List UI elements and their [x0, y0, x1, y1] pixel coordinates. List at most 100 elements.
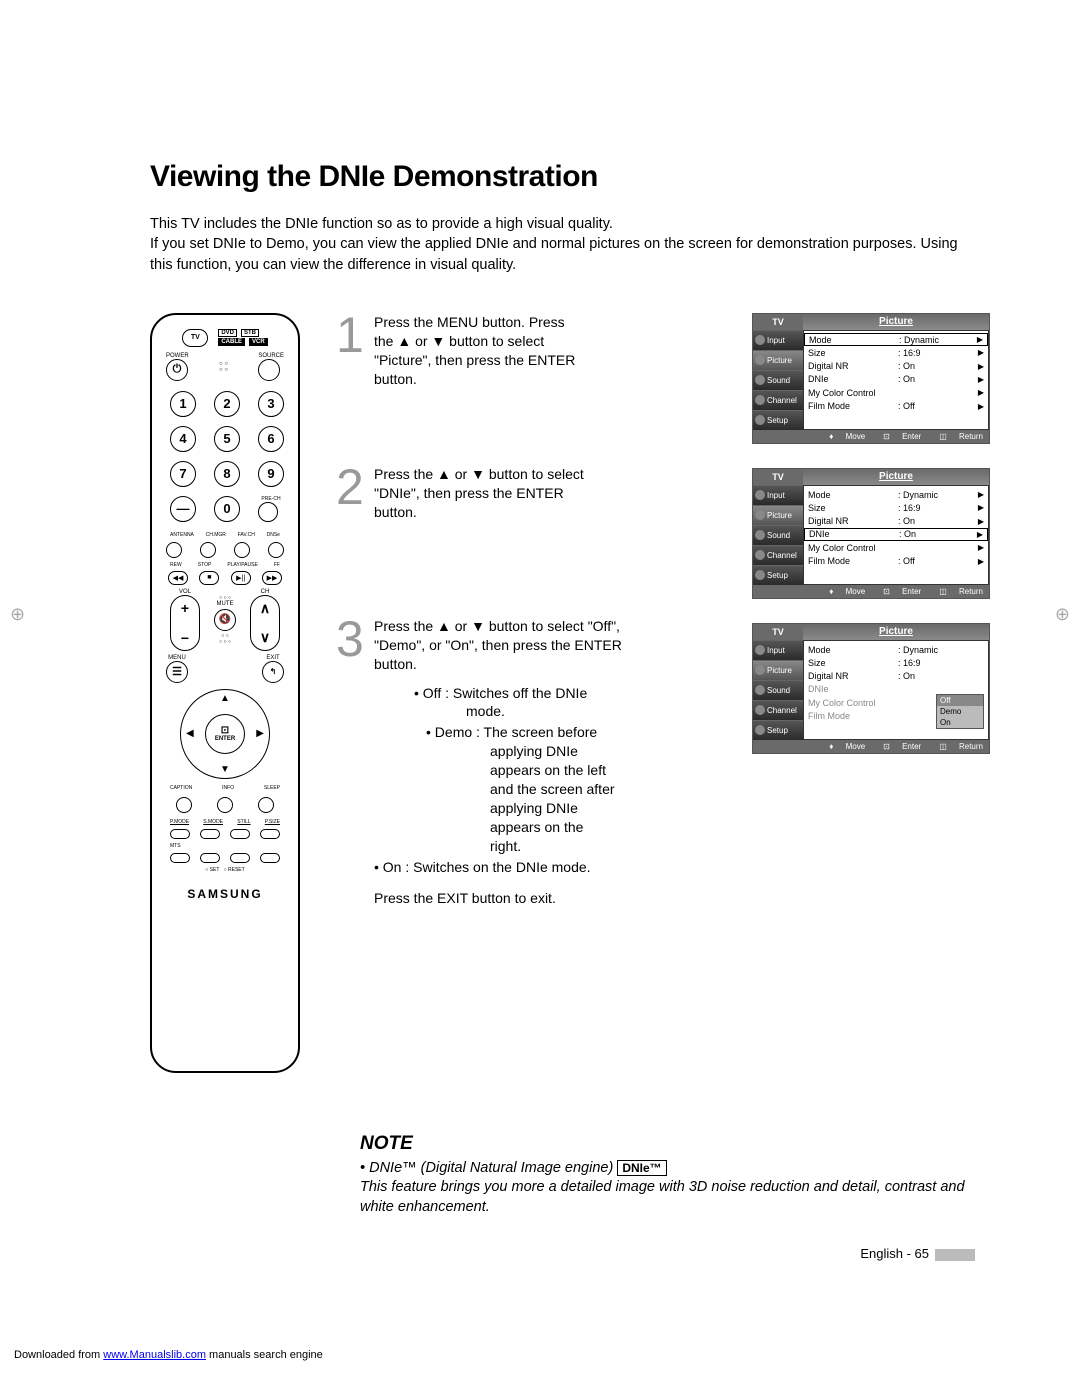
osd3-dnie-k: DNIe: [808, 684, 898, 694]
lbl-pp: PLAY/PAUSE: [227, 562, 257, 568]
osd1-dnie-v: : On: [898, 374, 978, 384]
play-btn: ▶||: [231, 571, 251, 585]
osd-step2: TVPicture Input Picture Sound Channel Se…: [752, 468, 990, 599]
osd1-size-v: : 16:9: [898, 348, 978, 358]
c4-btn: [260, 853, 280, 863]
osd3-nr-v: : On: [898, 671, 984, 681]
lbl-psize: P.SIZE: [265, 819, 280, 825]
num-4: 4: [170, 426, 196, 452]
osd2-size-v: : 16:9: [898, 503, 978, 513]
rew-btn: ◀◀: [168, 571, 188, 585]
step1-num: 1: [336, 313, 366, 358]
osd2-side-picture: Picture: [753, 505, 803, 525]
ff-btn: ▶▶: [262, 571, 282, 585]
num-7: 7: [170, 461, 196, 487]
lbl-antenna: ANTENNA: [170, 532, 194, 538]
osd1-move: ♦ Move: [819, 432, 865, 441]
osd1-nr-v: : On: [898, 361, 978, 371]
osd2-dnie-k: DNIe: [809, 529, 899, 539]
osd2-move: ♦ Move: [819, 587, 865, 596]
dpad: ▲▼◀▶ ⊡ENTER: [180, 689, 270, 779]
osd3-size-k: Size: [808, 658, 898, 668]
osd2-dnie-v: : On: [899, 529, 977, 539]
osd1-nr-k: Digital NR: [808, 361, 898, 371]
step3-b1: • Off : Switches off the DNIe mode.: [426, 684, 624, 722]
osd2-tv: TV: [753, 469, 803, 485]
vol-rocker: +−: [170, 595, 200, 651]
ch-rocker: ∧∨: [250, 595, 280, 651]
download-footer: Downloaded from www.Manualslib.com manua…: [14, 1349, 323, 1361]
osd3-side-input: Input: [753, 640, 803, 660]
source-btn: [258, 359, 280, 381]
osd2-side-setup: Setup: [753, 565, 803, 585]
osd1-side-input: Input: [753, 330, 803, 350]
osd2-mode-v: : Dynamic: [898, 490, 978, 500]
psize-btn: [260, 829, 280, 839]
pmode-btn: [170, 829, 190, 839]
still-btn: [230, 829, 250, 839]
menu-btn: ☰: [166, 661, 188, 683]
num-6: 6: [258, 426, 284, 452]
note-section: NOTE • DNIe™ (Digital Natural Image engi…: [360, 1133, 980, 1218]
osd2-return: ◫ Return: [929, 587, 983, 596]
osd1-film-v: : Off: [898, 401, 978, 411]
note-line1: • DNIe™ (Digital Natural Image engine): [360, 1160, 617, 1176]
osd2-nr-k: Digital NR: [808, 516, 898, 526]
c2-btn: [200, 853, 220, 863]
osd2-film-k: Film Mode: [808, 556, 898, 566]
lbl-mts: MTS: [170, 843, 181, 849]
osd3-mode-v: : Dynamic: [898, 645, 984, 655]
osd1-size-k: Size: [808, 348, 898, 358]
osd2-size-k: Size: [808, 503, 898, 513]
exit-label: EXIT: [262, 655, 284, 661]
lbl-chmgr: CH.MGR: [206, 532, 226, 538]
lbl-reset: RESET: [228, 867, 245, 873]
step3-b2: • Demo : The screen before applying DNIe…: [438, 723, 618, 855]
osd3-side-channel: Channel: [753, 700, 803, 720]
osd1-tv: TV: [753, 314, 803, 330]
exit-btn: ↰: [262, 661, 284, 683]
lbl-favch: FAV.CH: [238, 532, 255, 538]
brand-logo: SAMSUNG: [160, 887, 290, 901]
manualslib-link[interactable]: www.Manualslib.com: [103, 1349, 206, 1361]
exit-text: Press the EXIT button to exit.: [374, 890, 980, 906]
step2-num: 2: [336, 465, 366, 510]
osd3-side-picture: Picture: [753, 660, 803, 680]
osd1-side-sound: Sound: [753, 370, 803, 390]
mts-btn: [170, 853, 190, 863]
osd3-move: ♦ Move: [819, 742, 865, 751]
osd3-enter: ⊡ Enter: [873, 742, 921, 751]
osd2-title: Picture: [803, 469, 989, 485]
num-3: 3: [258, 391, 284, 417]
intro-text: This TV includes the DNIe function so as…: [150, 214, 980, 275]
osd2-enter: ⊡ Enter: [873, 587, 921, 596]
osd3-sub-on: On: [937, 717, 983, 728]
osd3-mcc-k: My Color Control: [808, 698, 898, 708]
lbl-caption: CAPTION: [170, 785, 192, 791]
num-0: 0: [214, 496, 240, 522]
lbl-sleep: SLEEP: [264, 785, 280, 791]
osd2-side-channel: Channel: [753, 545, 803, 565]
num-2: 2: [214, 391, 240, 417]
osd3-return: ◫ Return: [929, 742, 983, 751]
info-btn: [217, 797, 233, 813]
favch-btn: [234, 542, 250, 558]
osd3-side-setup: Setup: [753, 720, 803, 740]
osd1-film-k: Film Mode: [808, 401, 898, 411]
num-5: 5: [214, 426, 240, 452]
lbl-info: INFO: [222, 785, 234, 791]
osd3-sub-off: Off: [937, 695, 983, 706]
num-dash: —: [170, 496, 196, 522]
step3-b3: • On : Switches on the DNIe mode.: [386, 858, 624, 877]
sleep-btn: [258, 797, 274, 813]
osd1-title: Picture: [803, 314, 989, 330]
osd2-nr-v: : On: [898, 516, 978, 526]
remote-vcr: VCR: [249, 338, 268, 346]
osd1-mode-v: : Dynamic: [899, 335, 977, 345]
osd1-enter: ⊡ Enter: [873, 432, 921, 441]
step2-text: Press the ▲ or ▼ button to select "DNIe"…: [374, 465, 584, 522]
osd3-title: Picture: [803, 624, 989, 640]
enter-label: ENTER: [215, 736, 235, 742]
osd2-mcc-k: My Color Control: [808, 543, 898, 553]
dnie-badge: DNIe™: [617, 1160, 666, 1176]
